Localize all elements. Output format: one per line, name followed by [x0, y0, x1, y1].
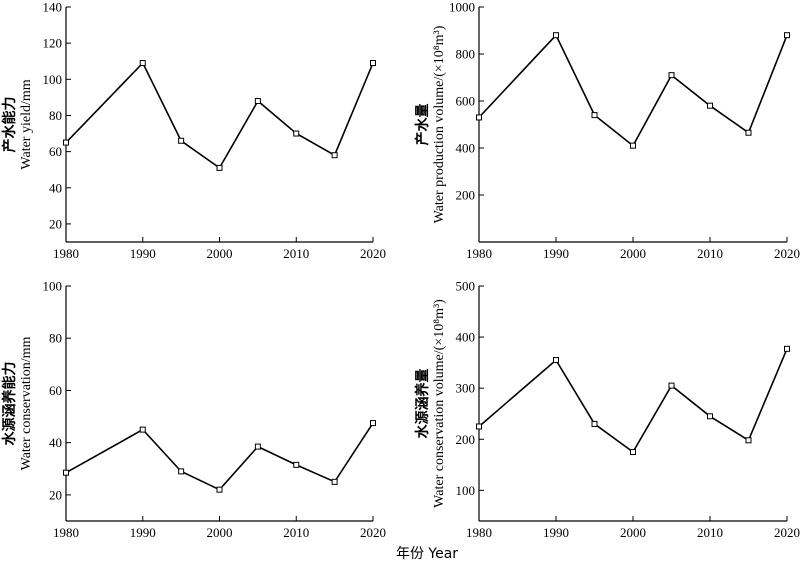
- x-tick-label: 2010: [697, 525, 723, 540]
- x-tick-label: 2020: [774, 525, 800, 540]
- data-point: [254, 98, 261, 104]
- y-tick-label: 120: [43, 36, 63, 51]
- data-point: [668, 72, 675, 79]
- data-point: [745, 437, 752, 444]
- y-axis-label-cn: 产水能力: [1, 97, 18, 153]
- data-point: [476, 114, 482, 121]
- data-point: [293, 130, 300, 137]
- y-tick-label: 20: [49, 216, 62, 231]
- x-tick-label: 1980: [466, 525, 492, 540]
- data-point: [254, 443, 261, 450]
- y-tick-label: 300: [456, 381, 476, 396]
- y-tick-label: 40: [49, 180, 62, 195]
- data-point: [707, 102, 713, 109]
- panel-water-production-volume: 200 400 600 800 1000 1980 1990 2000 2010 2020 产水量 W…: [414, 0, 800, 261]
- x-tick-label: 2020: [360, 246, 386, 261]
- data-point: [178, 137, 185, 144]
- y-tick-label: 40: [49, 435, 62, 450]
- x-tick-label: 2010: [697, 246, 723, 261]
- y-tick-label: 600: [456, 94, 476, 109]
- x-tick-label: 2020: [360, 525, 386, 540]
- x-tick-label: 1980: [53, 246, 79, 261]
- y-axis-label-en: Water yield/mm: [19, 79, 34, 169]
- x-tick-label: 2020: [774, 246, 800, 261]
- x-tick-label: 2010: [283, 246, 309, 261]
- x-tick-label: 1990: [543, 525, 569, 540]
- y-tick-label: 100: [43, 279, 63, 294]
- y-axis-label-en: Water conservation/mm: [19, 337, 34, 471]
- y-tick-label: 400: [456, 141, 476, 156]
- x-tick-label: 1990: [130, 246, 156, 261]
- y-tick-label: 200: [456, 432, 476, 447]
- data-point: [331, 152, 338, 159]
- x-tick-label: 1980: [466, 246, 492, 261]
- x-tick-label: 2000: [207, 525, 233, 540]
- x-tick-label: 1990: [130, 525, 156, 540]
- data-point: [476, 423, 482, 430]
- y-tick-label: 100: [456, 483, 476, 498]
- y-tick-label: 500: [456, 279, 476, 294]
- y-tick-label: 200: [456, 188, 476, 203]
- series-line: [65, 422, 374, 491]
- data-point: [216, 164, 223, 171]
- data-point: [745, 129, 752, 136]
- x-tick-label: 1990: [543, 246, 569, 261]
- panel-water-conservation-volume: 100 200 300 400 500 1980 1990 2000 2010 2020 水源涵养量…: [414, 279, 800, 541]
- series-line: [478, 33, 788, 147]
- y-axis-label-cn: 水源涵养能力: [1, 362, 18, 446]
- series-line: [65, 61, 374, 170]
- y-tick-label: 60: [49, 144, 62, 159]
- y-tick-label: 800: [456, 47, 476, 62]
- data-point: [216, 486, 223, 493]
- data-point: [63, 139, 69, 146]
- panel-water-yield: 20 40 60 80 100 120 140 1980 1990 2000 2010 2020 产水能…: [1, 0, 386, 261]
- data-point: [707, 413, 713, 420]
- data-point: [370, 420, 376, 427]
- x-tick-label: 2000: [620, 246, 646, 261]
- y-tick-label: 400: [456, 330, 476, 345]
- y-tick-label: 60: [49, 383, 62, 398]
- y-tick-label: 100: [43, 72, 63, 87]
- data-point: [139, 60, 146, 67]
- data-point: [293, 461, 300, 468]
- data-point: [668, 382, 675, 389]
- series-line: [478, 348, 788, 454]
- figure-x-axis-label: 年份 Year: [396, 546, 458, 562]
- y-tick-label: 80: [49, 331, 62, 346]
- y-tick-label: 80: [49, 108, 62, 123]
- data-point: [591, 420, 598, 427]
- data-point: [630, 142, 636, 149]
- panel-water-conservation: 20 40 60 80 100 1980 1990 2000 2010 2020 水源涵养能力 Wat…: [1, 279, 386, 541]
- y-axis-label-en: Water production volume/(×10⁸m³): [432, 25, 447, 223]
- data-point: [63, 469, 69, 476]
- y-axis-label-cn: 水源涵养量: [414, 369, 431, 439]
- x-tick-label: 2000: [207, 246, 233, 261]
- data-point: [784, 32, 790, 39]
- data-point: [178, 468, 185, 475]
- y-tick-label: 1000: [449, 0, 475, 15]
- data-point: [553, 32, 559, 39]
- data-point: [370, 60, 376, 67]
- y-tick-label: 20: [49, 487, 62, 502]
- data-point: [630, 449, 636, 456]
- x-tick-label: 1980: [53, 525, 79, 540]
- x-tick-label: 2010: [283, 525, 309, 540]
- y-axis-label-cn: 产水量: [414, 104, 431, 146]
- data-point: [331, 478, 338, 485]
- data-point: [784, 345, 790, 352]
- y-tick-label: 140: [43, 0, 63, 15]
- x-tick-label: 2000: [620, 525, 646, 540]
- y-axis-label-en: Water conservation volume/(×10⁸m³): [432, 299, 447, 508]
- data-point: [553, 357, 559, 364]
- data-point: [591, 112, 598, 119]
- data-point: [139, 426, 146, 433]
